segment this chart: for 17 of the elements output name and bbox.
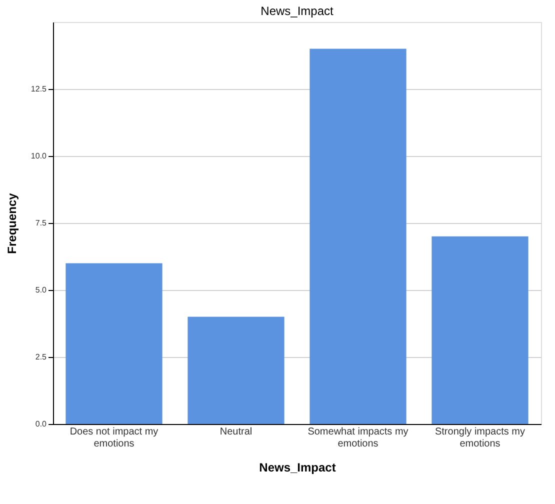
y-axis-title: Frequency [4, 192, 19, 254]
bar [432, 236, 528, 424]
y-tick-label: 5.0 [35, 286, 48, 294]
x-axis-title: News_Impact [259, 460, 336, 474]
y-tick-label: 0.0 [35, 420, 48, 428]
x-tick-label: Somewhat impacts my emotions [308, 426, 408, 450]
bar [310, 48, 406, 424]
bar [188, 316, 284, 424]
x-tick-label: Neutral [220, 426, 252, 438]
x-tick-label: Strongly impacts my emotions [434, 426, 526, 450]
chart-title: News_Impact [260, 4, 334, 18]
y-tick-label: 7.5 [35, 218, 48, 228]
x-tick-label: Does not impact my emotions [70, 426, 158, 450]
bar [66, 263, 162, 424]
y-tick-label: 2.5 [35, 352, 48, 362]
y-tick-label: 10.0 [30, 152, 48, 160]
y-tick-label: 12.5 [30, 84, 48, 94]
